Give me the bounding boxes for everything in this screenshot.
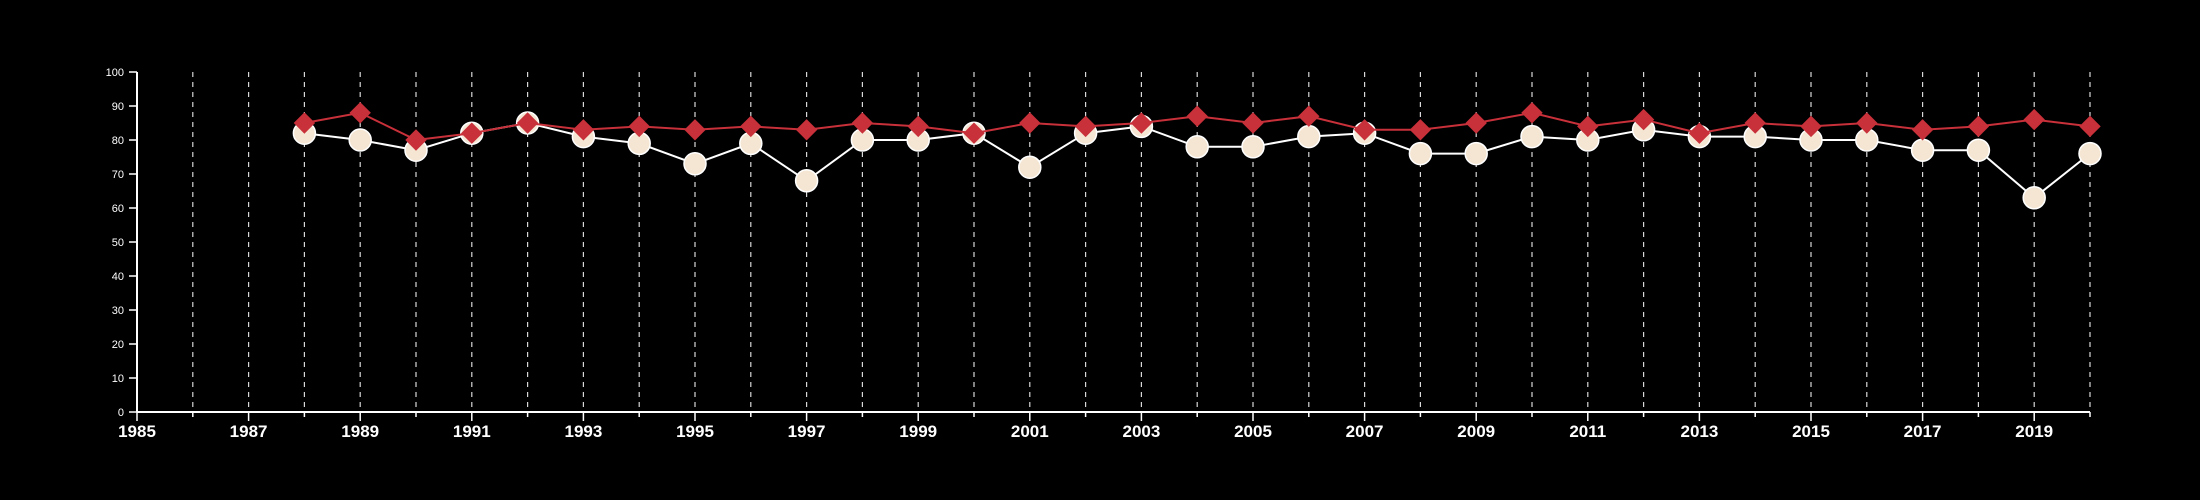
series-2-point-1993 [572, 119, 595, 141]
series-1-point-2004 [1185, 135, 1209, 159]
y-tick-label-40: 40 [112, 271, 124, 283]
series-2-point-2018 [1967, 115, 1990, 138]
series-1-point-2017 [1910, 138, 1935, 162]
x-tick-label-1987: 1987 [230, 422, 268, 441]
y-tick-label-100: 100 [106, 67, 124, 79]
series-2-point-2019 [2023, 108, 2045, 131]
x-tick-label-2013: 2013 [1680, 422, 1718, 441]
series-2-point-2016 [1856, 112, 1878, 134]
x-tick-label-2003: 2003 [1122, 422, 1160, 441]
series-2-point-2006 [1298, 105, 1320, 127]
series-2-point-2011 [1577, 115, 1599, 138]
series-1-point-2010 [1520, 124, 1544, 149]
series-1-point-2019 [2022, 186, 2046, 210]
x-tick-label-2019: 2019 [2015, 422, 2053, 441]
x-tick-label-1989: 1989 [341, 422, 379, 441]
series-2-point-1995 [684, 119, 706, 141]
series-2-point-1998 [851, 112, 874, 134]
series-1-point-1995 [683, 152, 707, 176]
series-1-point-2009 [1464, 141, 1488, 166]
y-tick-label-20: 20 [112, 339, 124, 351]
y-tick-label-10: 10 [112, 373, 124, 385]
x-tick-label-2001: 2001 [1011, 422, 1049, 441]
x-tick-label-1993: 1993 [564, 422, 602, 441]
y-tick-label-90: 90 [112, 101, 124, 113]
x-tick-label-2017: 2017 [1904, 422, 1942, 441]
series-2-point-1999 [907, 115, 929, 138]
series-2-point-1996 [740, 115, 762, 138]
y-tick-label-50: 50 [112, 237, 124, 249]
series-2-point-2010 [1521, 102, 1543, 124]
series-2-point-2015 [1800, 115, 1822, 138]
axes: 0 10 20 30 40 50 60 70 80 90 100 1985 1987 1989 1991 19… [106, 67, 2091, 441]
series-2-point-2014 [1744, 112, 1766, 134]
series-1-point-1997 [794, 169, 819, 193]
series-1-point-2006 [1297, 124, 1321, 149]
series-2-point-2001 [1019, 112, 1041, 134]
y-tick-label-0: 0 [118, 407, 124, 419]
series-2-point-2009 [1465, 112, 1487, 134]
x-tick-label-1985: 1985 [118, 422, 156, 441]
series-2-point-2012 [1632, 108, 1655, 131]
vertical-gridlines [192, 72, 2091, 412]
y-tick-label-70: 70 [112, 169, 124, 181]
series-2-point-2008 [1409, 119, 1432, 141]
series-1-point-2020 [2078, 141, 2102, 166]
series-2-point-2000 [963, 122, 985, 144]
series-2-point-1990 [405, 129, 427, 151]
series-2-point-1994 [628, 115, 650, 138]
series-2-point-2004 [1186, 105, 1208, 127]
series-2-point-2003 [1130, 112, 1153, 134]
series-2-point-1992 [516, 112, 539, 134]
x-tick-label-1991: 1991 [453, 422, 491, 441]
x-tick-label-2007: 2007 [1346, 422, 1384, 441]
series-2-point-2013 [1688, 122, 1711, 144]
series-2-point-2017 [1911, 119, 1934, 141]
series-1-point-2018 [1966, 138, 1991, 162]
series-2-point-1989 [349, 102, 371, 124]
series-2-point-1997 [795, 119, 818, 141]
series-1-point-2001 [1018, 155, 1042, 179]
series-2-point-2005 [1242, 112, 1264, 134]
x-tick-label-1995: 1995 [676, 422, 714, 441]
y-tick-label-80: 80 [112, 135, 124, 147]
x-tick-label-2015: 2015 [1792, 422, 1830, 441]
series-1-point-2008 [1408, 141, 1433, 166]
series-2-point-1988 [293, 112, 316, 134]
x-tick-label-2011: 2011 [1569, 422, 1606, 441]
series-2-point-1991 [461, 122, 483, 144]
x-tick-label-1997: 1997 [788, 422, 826, 441]
x-tick-label-2005: 2005 [1234, 422, 1272, 441]
x-tick-label-1999: 1999 [899, 422, 937, 441]
series-2-point-2007 [1353, 119, 1376, 141]
series-2-point-2002 [1074, 115, 1097, 138]
series-1-point-2005 [1241, 135, 1265, 159]
y-tick-label-30: 30 [112, 305, 124, 317]
series-2-point-2020 [2079, 115, 2101, 138]
series-1-point-1989 [348, 128, 372, 152]
x-tick-label-2009: 2009 [1457, 422, 1495, 441]
y-tick-label-60: 60 [112, 203, 124, 215]
series-layer [292, 102, 2102, 210]
